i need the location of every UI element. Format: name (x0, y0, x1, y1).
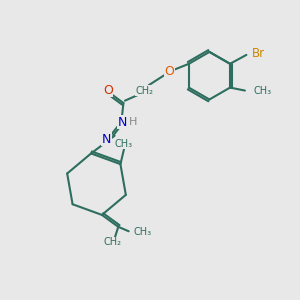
Text: O: O (165, 65, 175, 78)
Text: CH₃: CH₃ (133, 227, 151, 237)
Text: CH₃: CH₃ (254, 86, 272, 96)
Text: N: N (101, 133, 111, 146)
Text: CH₂: CH₂ (103, 237, 121, 247)
Text: CH₂: CH₂ (135, 85, 153, 96)
Text: H: H (129, 117, 137, 127)
Text: N: N (117, 116, 127, 129)
Text: O: O (103, 84, 112, 97)
Text: CH₃: CH₃ (115, 139, 133, 149)
Text: Br: Br (252, 47, 266, 60)
